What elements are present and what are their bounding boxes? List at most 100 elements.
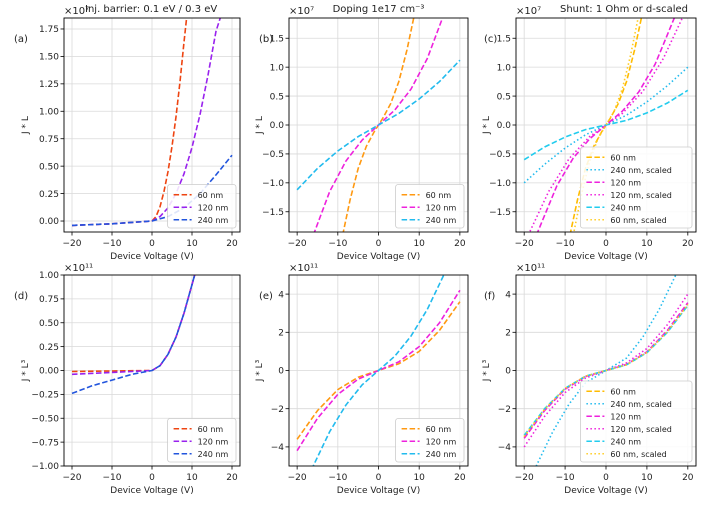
x-tick-label: 20 [454,473,466,483]
y-axis-label: J * L³ [255,359,265,382]
legend-label: 120 nm [426,203,457,212]
x-tick-label: 0 [149,239,155,249]
x-tick-label: 20 [226,239,238,249]
y-tick-label: 0 [505,367,511,377]
series-line-240-nm [523,89,689,161]
legend-label: 240 nm [426,216,457,225]
y-tick-label: −2 [498,405,511,415]
y-multiplier: ×10¹¹ [64,263,93,274]
legend-label: 60 nm [198,425,224,434]
series-line-60-nm-scaled [523,304,689,437]
y-multiplier: ×10⁷ [289,6,314,17]
x-tick-label: 10 [641,473,653,483]
panel-label: (e) [259,291,273,302]
legend-label: 120 nm, scaled [610,191,671,200]
y-axis-label: J * L³ [482,359,492,382]
x-tick-label: 10 [413,239,425,249]
y-tick-label: −0.50 [31,414,59,424]
x-tick-label: 0 [376,473,382,483]
series-line-240-nm [312,275,445,466]
y-tick-label: 1.00 [39,271,59,281]
series-group [523,275,689,466]
x-tick-label: −20 [288,473,307,483]
legend: 60 nm 120 nm 240 nm [395,184,465,229]
y-tick-label: 1.0 [497,63,512,73]
y-tick-label: 1.75 [39,25,59,35]
y-multiplier: ×10¹¹ [289,263,318,274]
panel-a: −20 −10 0 10 20 0.00 0.25 0.50 0.75 1.00 1.25 1.50 1… [14,4,241,262]
legend-label: 240 nm [610,203,641,212]
y-tick-label: 1.0 [270,63,285,73]
legend-label: 120 nm [610,178,641,187]
x-tick-label: −10 [103,473,122,483]
x-tick-label: −10 [556,473,575,483]
y-tick-label: −1.5 [489,208,511,218]
panel-c: −20 −10 0 10 20 −1.5 −1.0 −0.5 0.0 0.5 1.0 1.5 Devic… [482,4,697,262]
legend-label: 60 nm [198,191,224,200]
series-line-120-nm [71,275,196,376]
x-tick-label: 20 [682,473,694,483]
series-line-60-nm [296,301,461,440]
y-tick-label: −1.00 [31,462,59,472]
y-tick-label: 0.00 [39,217,59,227]
legend-box [580,380,693,463]
y-tick-label: 1.00 [39,107,59,117]
x-tick-label: 0 [603,239,609,249]
x-tick-label: 0 [603,473,609,483]
x-axis-label: Device Voltage (V) [110,252,193,262]
panel-label: (b) [259,34,273,45]
series-group [296,18,461,232]
x-tick-label: −10 [328,239,347,249]
x-tick-label: −20 [515,473,534,483]
panel-title: Inj. barrier: 0.1 eV / 0.3 eV [85,4,217,15]
x-tick-label: 10 [186,239,198,249]
y-tick-label: 0.50 [39,162,59,172]
y-tick-label: −0.5 [489,150,511,160]
y-tick-label: 1.5 [270,34,284,44]
x-axis-label: Device Voltage (V) [110,486,193,496]
legend-label: 120 nm [610,412,641,421]
y-tick-label: 0.25 [39,190,59,200]
y-multiplier: ×10¹¹ [516,263,545,274]
legend: 60 nm 120 nm 240 nm [167,418,237,463]
legend-label: 240 nm [426,450,457,459]
y-tick-label: 0.25 [39,343,59,353]
legend-label: 60 nm, scaled [610,450,666,459]
x-tick-label: −20 [63,473,82,483]
x-axis-label: Device Voltage (V) [564,486,647,496]
series-line-60-nm [71,275,196,373]
y-tick-label: 0.0 [270,121,285,131]
legend-label: 120 nm [198,203,229,212]
panel-label: (d) [14,291,28,302]
series-line-240-nm [296,59,461,191]
y-tick-label: 0.75 [39,295,59,305]
y-tick-label: −1.0 [489,179,511,189]
x-tick-label: −20 [515,239,534,249]
x-tick-label: −10 [556,239,575,249]
x-tick-label: 10 [641,239,653,249]
y-tick-label: 2 [278,329,284,339]
legend-label: 240 nm [610,437,641,446]
legend-label: 240 nm [198,216,229,225]
y-tick-label: −4 [271,443,285,453]
y-tick-label: 1.25 [39,80,59,90]
x-tick-label: 10 [413,473,425,483]
panel-title: Doping 1e17 cm⁻³ [333,4,425,15]
x-tick-label: −20 [288,239,307,249]
panel-b: −20 −10 0 10 20 −1.5 −1.0 −0.5 0.0 0.5 1.0 1.5 Devic… [255,4,469,262]
x-axis-label: Device Voltage (V) [564,252,647,262]
y-tick-label: 1.50 [39,53,59,63]
y-tick-label: 2 [505,329,511,339]
y-tick-label: 0.50 [39,319,59,329]
y-tick-label: 0.0 [497,121,512,131]
legend-label: 240 nm, scaled [610,400,671,409]
y-tick-label: 0.75 [39,135,59,145]
y-axis-label: J * L [21,116,31,135]
x-tick-label: −20 [63,239,82,249]
x-tick-label: 20 [226,473,238,483]
x-tick-label: 20 [682,239,694,249]
y-tick-label: 0.00 [39,367,59,377]
panel-d: −20 −10 0 10 20 −1.00 −0.75 −0.50 −0.25 0.00 0.25 0… [14,263,241,496]
